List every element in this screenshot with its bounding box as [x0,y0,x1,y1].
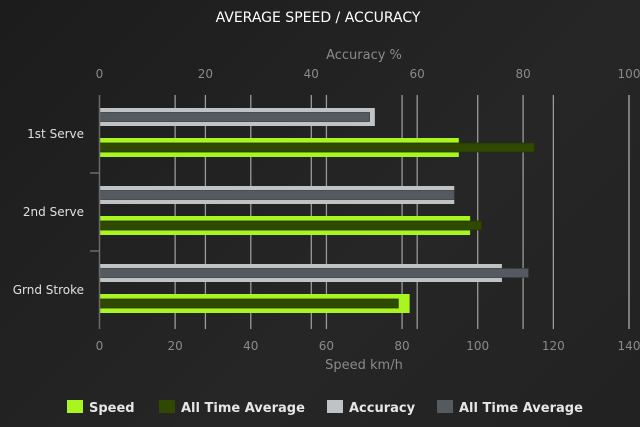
speed-tick-label: 0 [96,339,104,353]
bar-accuracy-all-time-average [99,190,455,200]
category-label: 2nd Serve [23,205,84,219]
legend-label: Speed [89,401,135,416]
speed-tick-label: 100 [466,339,489,353]
speed-tick-label: 140 [618,339,640,353]
accuracy-tick-label: 60 [410,67,425,81]
legend-swatch [327,400,343,413]
accuracy-tick-label: 100 [618,67,640,81]
legend-swatch [67,400,83,413]
accuracy-tick-label: 0 [96,67,104,81]
legend-label: Accuracy [349,401,416,416]
bar-speed-all-time-average [99,298,399,309]
legend-swatch [437,400,453,413]
bar-accuracy-all-time-average [99,268,529,278]
speed-tick-label: 60 [319,339,334,353]
category-label: Grnd Stroke [13,283,84,297]
bar-speed-all-time-average [99,220,482,231]
speed-tick-label: 120 [542,339,565,353]
accuracy-tick-label: 40 [304,67,319,81]
legend-label: All Time Average [181,401,305,416]
legend-label: All Time Average [459,401,583,416]
legend-swatch [159,400,175,413]
speed-tick-label: 40 [243,339,258,353]
legend: Speed All Time Average Accuracy All Time Av… [67,400,583,416]
bottom-axis-label: Speed km/h [325,358,403,373]
speed-tick-label: 80 [394,339,409,353]
accuracy-tick-label: 80 [515,67,530,81]
category-label: 1st Serve [27,127,84,141]
bar-accuracy-all-time-average [99,112,370,122]
speed-tick-label: 20 [168,339,183,353]
chart-title: AVERAGE SPEED / ACCURACY [216,10,421,26]
bar-speed-all-time-average [99,142,535,153]
top-axis-label: Accuracy % [326,48,402,63]
accuracy-tick-label: 20 [198,67,213,81]
